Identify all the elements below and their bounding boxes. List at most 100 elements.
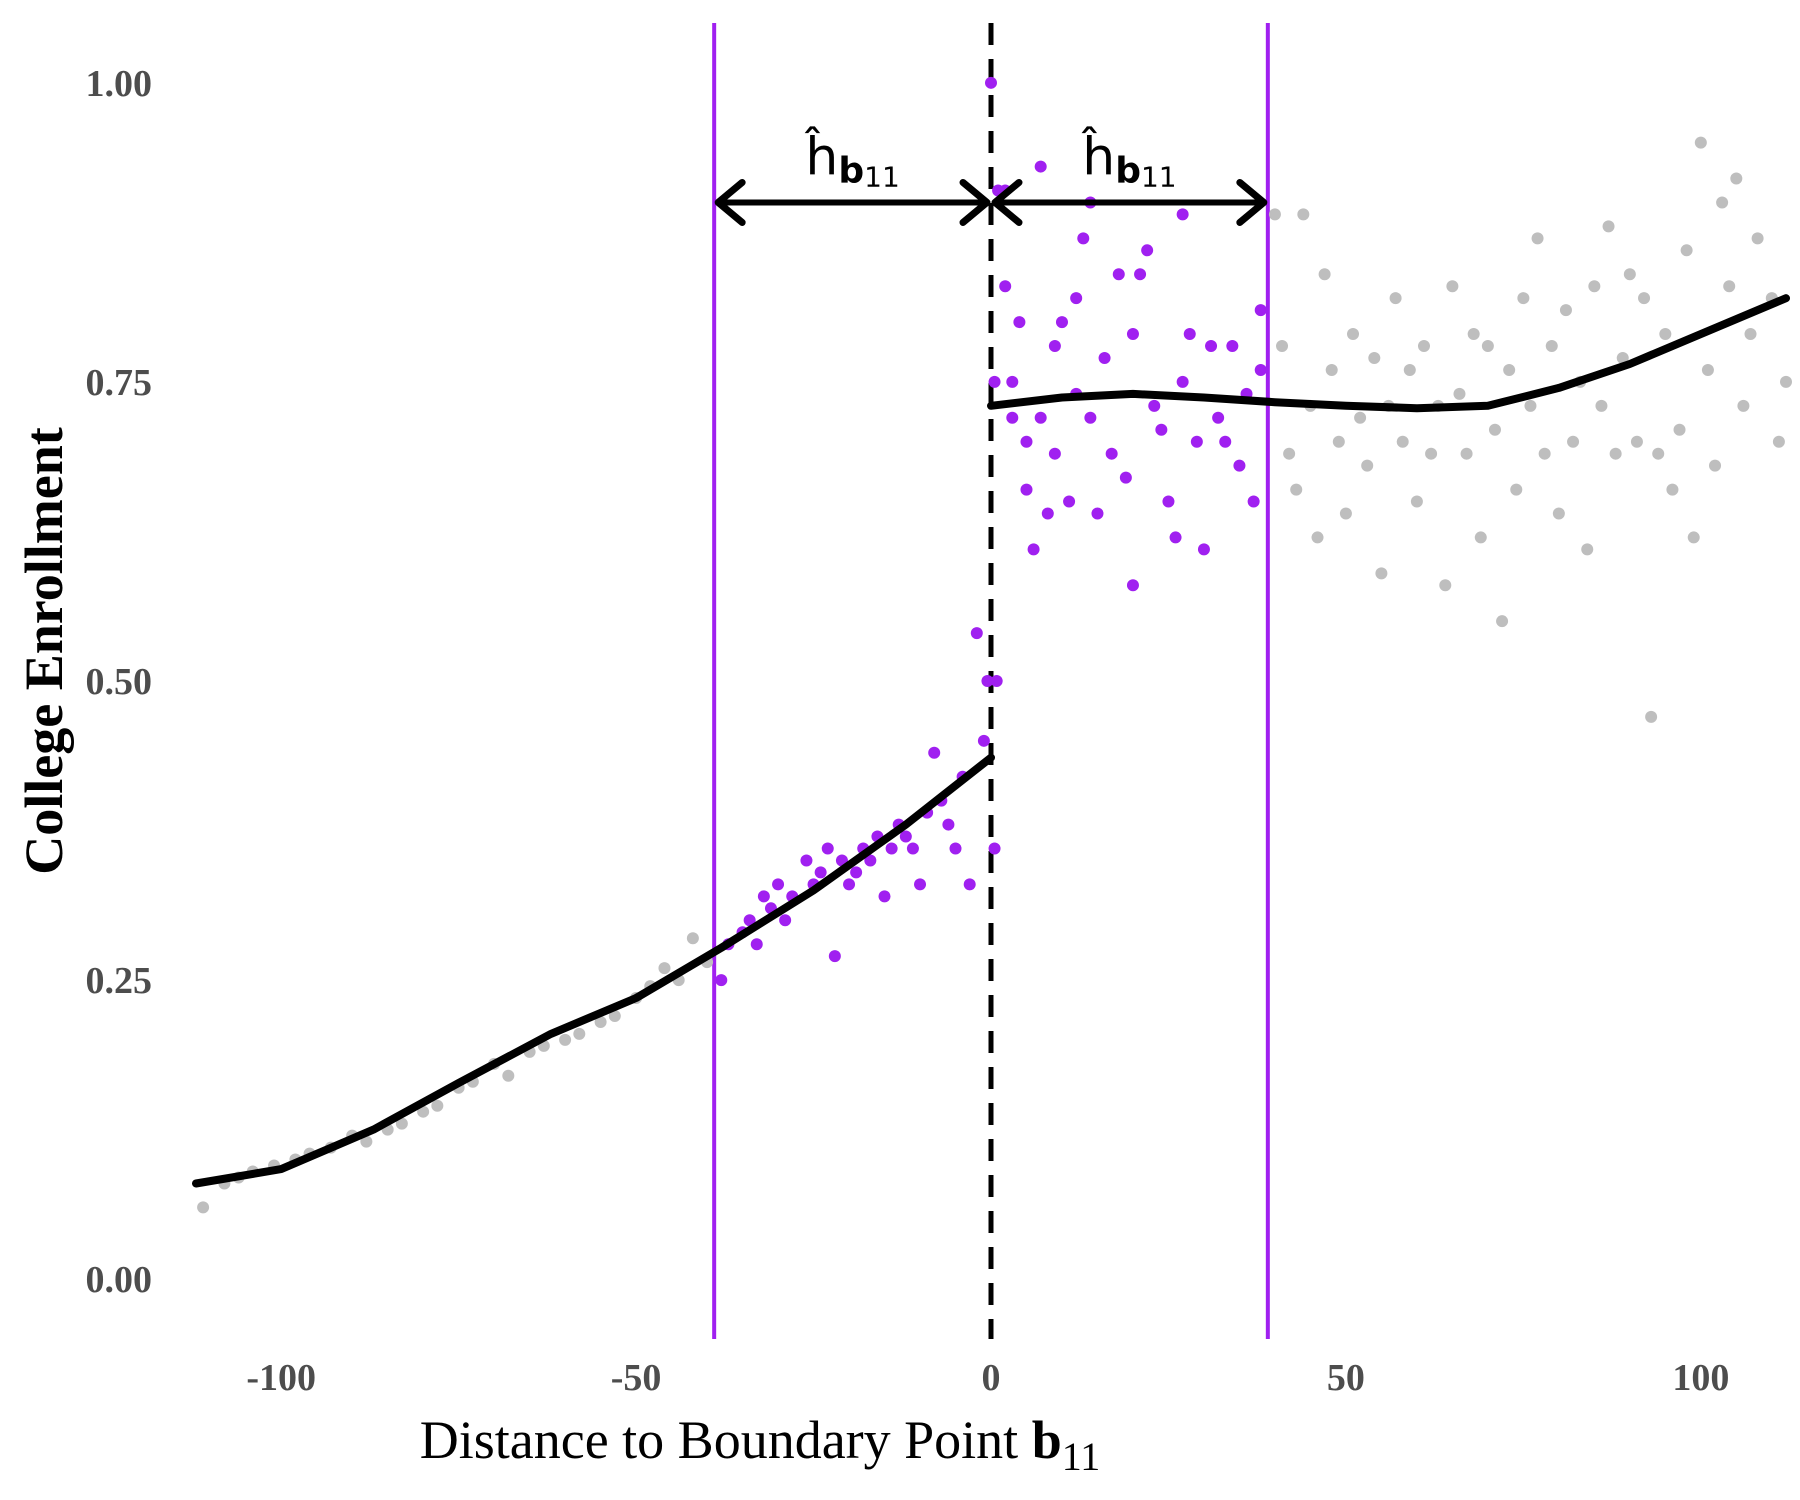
data-point (1552, 507, 1565, 520)
data-point (1481, 340, 1494, 353)
data-point (559, 1033, 572, 1046)
data-point (1055, 316, 1068, 329)
data-point (1645, 710, 1658, 723)
data-point (1112, 268, 1125, 281)
arrow-head (1236, 178, 1268, 226)
data-point (1233, 459, 1246, 472)
data-point (1176, 208, 1189, 221)
data-point (1020, 435, 1033, 448)
data-point (1588, 280, 1601, 293)
data-point (1339, 507, 1352, 520)
data-point (1680, 244, 1693, 257)
data-point (843, 878, 856, 891)
y-axis-label: College Enrollment (14, 427, 74, 874)
data-point (1709, 459, 1722, 472)
data-point (914, 878, 927, 891)
data-point (1318, 268, 1331, 281)
data-point (1517, 292, 1530, 305)
x-axis-label: Distance to Boundary Point b11 (420, 1410, 1101, 1479)
data-point (608, 1009, 621, 1022)
data-point (1205, 340, 1218, 353)
data-point (1638, 292, 1651, 305)
data-point (814, 866, 827, 879)
data-point (1283, 447, 1296, 460)
data-point (1609, 447, 1622, 460)
fit-curve (192, 753, 995, 1188)
data-point (1510, 483, 1523, 496)
data-point (1737, 399, 1750, 412)
data-point (828, 950, 841, 963)
data-point (1361, 459, 1374, 472)
arrow-head (959, 178, 991, 226)
data-point (1325, 363, 1338, 376)
data-point (360, 1135, 373, 1148)
arrow-head (991, 178, 1023, 226)
data-point (1375, 567, 1388, 580)
data-point (779, 914, 792, 927)
data-point (1744, 328, 1757, 341)
data-point (1701, 363, 1714, 376)
arrow-head (714, 178, 746, 226)
data-point (1772, 435, 1785, 448)
data-point (1389, 292, 1402, 305)
x-axis-label-sub: 11 (1062, 1434, 1101, 1479)
bandwidth-symbol: ĥ (1081, 126, 1115, 187)
data-point (970, 627, 983, 640)
data-point (1077, 232, 1090, 245)
data-point (1141, 244, 1154, 257)
bandwidth-label: ĥb11 (1081, 126, 1176, 193)
data-point (1567, 435, 1580, 448)
data-point (1332, 435, 1345, 448)
data-point (686, 932, 699, 945)
data-point (1254, 363, 1267, 376)
data-point (1048, 340, 1061, 353)
data-point (985, 76, 997, 89)
data-point (1219, 435, 1232, 448)
data-point (1417, 340, 1430, 353)
data-point (942, 818, 955, 831)
data-point (1020, 483, 1033, 496)
fit-curve (987, 294, 1790, 413)
data-point (1276, 340, 1289, 353)
x-tick-label: 100 (1672, 1357, 1729, 1399)
data-point (1410, 495, 1423, 508)
data-point (1119, 471, 1132, 484)
data-point (1439, 579, 1452, 592)
data-point (899, 830, 912, 843)
data-point (1169, 531, 1182, 544)
data-point (594, 1015, 607, 1028)
x-tick-label: 0 (982, 1357, 1001, 1399)
data-point (1659, 328, 1672, 341)
data-point (1162, 495, 1175, 508)
data-point (197, 1201, 210, 1214)
data-point (1652, 447, 1665, 460)
data-point (1559, 304, 1572, 317)
x-tick-label: -100 (246, 1357, 316, 1399)
bandwidth-arrow (991, 178, 1268, 226)
data-point (1538, 447, 1551, 460)
data-point (885, 842, 898, 855)
data-point (850, 866, 863, 879)
data-point (1134, 268, 1147, 281)
data-point (1034, 411, 1047, 424)
data-point (743, 914, 756, 927)
data-point (1673, 423, 1686, 436)
data-point (1623, 268, 1636, 281)
data-point (417, 1105, 430, 1118)
y-tick-label: 0.50 (86, 661, 153, 703)
data-point (1467, 328, 1480, 341)
x-axis-label-text: Distance to Boundary Point (420, 1410, 1032, 1470)
data-point (1354, 411, 1367, 424)
data-point (906, 842, 919, 855)
data-point (977, 734, 990, 747)
bandwidth-label: ĥb11 (804, 126, 899, 193)
data-point (1474, 531, 1487, 544)
data-point (1488, 423, 1501, 436)
data-point (1098, 351, 1111, 364)
data-point (1006, 411, 1019, 424)
data-point (1694, 136, 1707, 149)
data-point (1048, 447, 1061, 460)
data-point (1183, 328, 1196, 341)
data-point (1084, 411, 1097, 424)
